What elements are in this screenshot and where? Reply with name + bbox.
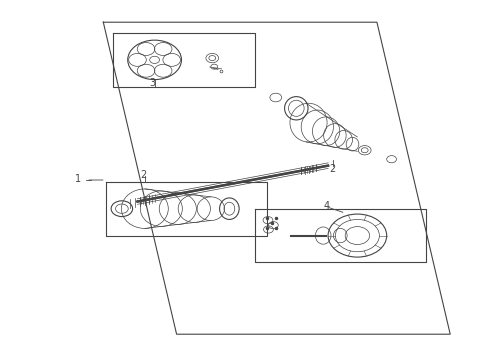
Text: 2: 2 bbox=[141, 170, 147, 180]
Text: 1: 1 bbox=[75, 174, 81, 184]
Text: 4: 4 bbox=[324, 201, 330, 211]
Text: 3: 3 bbox=[149, 78, 155, 88]
Text: 2: 2 bbox=[329, 163, 335, 174]
